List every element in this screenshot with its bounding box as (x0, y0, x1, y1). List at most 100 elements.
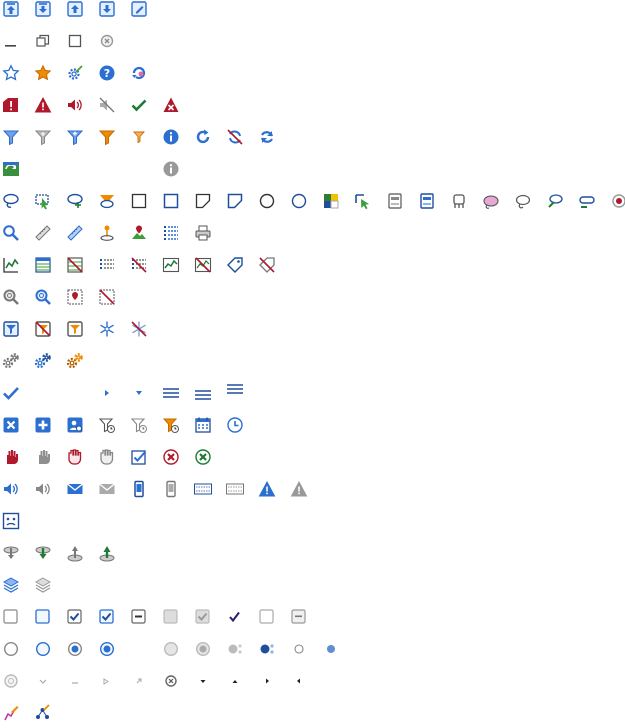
user-square-icon (66, 416, 84, 434)
arrow-down-small-icon (130, 384, 148, 402)
restore-icon (34, 32, 52, 50)
filter-small-icon (130, 128, 148, 146)
arrow-diagonal-tiny-icon (130, 672, 148, 690)
info-icon (162, 128, 180, 146)
lasso-orange-icon (98, 192, 116, 210)
caret-left-icon (290, 672, 308, 690)
radio-hover-icon (34, 640, 52, 658)
sound-off-icon (98, 96, 116, 114)
info-gray-icon (162, 160, 180, 178)
lasso-green-icon (546, 192, 564, 210)
checkbox-indeterminate-gray-icon (290, 608, 308, 626)
edit-chart-pink-icon (2, 704, 20, 722)
star-outline-icon (2, 64, 20, 82)
snowflake-icon (98, 320, 116, 338)
zoom-blue-icon (34, 288, 52, 306)
error-icon (162, 96, 180, 114)
checkmark-blue-icon (2, 384, 20, 402)
layers-blue-icon (2, 576, 20, 594)
download-icon (98, 0, 116, 18)
lasso-icon (2, 192, 20, 210)
square-icon (130, 192, 148, 210)
close-circle-small-icon (162, 672, 180, 690)
filter-gray-icon (34, 128, 52, 146)
check-icon (130, 96, 148, 114)
filter-orange-icon (98, 128, 116, 146)
close-square-icon (2, 416, 20, 434)
phone-gray-icon (162, 480, 180, 498)
clear-circle-icon (2, 672, 20, 690)
mail-gray-icon (98, 480, 116, 498)
filter-clock-icon (98, 416, 116, 434)
layers-gray-icon (34, 576, 52, 594)
check-purple-icon (226, 608, 244, 626)
warning-icon (34, 96, 52, 114)
dash-tiny-icon (66, 672, 84, 690)
chart-line-icon (2, 256, 20, 274)
upload-top-icon (2, 0, 20, 18)
cancel-red-icon (162, 448, 180, 466)
refresh-ink-icon (130, 64, 148, 82)
dots-gray-icon (226, 640, 244, 658)
hand-red-outline-icon (66, 448, 84, 466)
refresh-icon (258, 128, 276, 146)
calendar-icon (194, 416, 212, 434)
filter-box-off-icon (34, 320, 52, 338)
close-gray-icon (98, 32, 116, 50)
dot-blue-icon (322, 640, 340, 658)
arrow-right-small-icon (98, 384, 116, 402)
menu-lines-low-icon (194, 384, 212, 402)
checkbox-disabled-checked-icon (194, 608, 212, 626)
arrow-right-tiny-icon (98, 672, 116, 690)
table-icon (34, 256, 52, 274)
gears-orange-icon (66, 352, 84, 370)
checkbox-indeterminate-icon (130, 608, 148, 626)
gears-icon (2, 352, 20, 370)
checkbox-empty-icon (2, 608, 20, 626)
cancel-green-icon (194, 448, 212, 466)
hand-gray-outline-icon (98, 448, 116, 466)
maximize-icon (66, 32, 84, 50)
select-pointer-icon (354, 192, 372, 210)
radio-empty-icon (2, 640, 20, 658)
square-blue-icon (162, 192, 180, 210)
plus-square-icon (34, 416, 52, 434)
radio-disabled-icon (162, 640, 180, 658)
map-color-icon (322, 192, 340, 210)
cloud-pink-icon (482, 192, 500, 210)
pin-up-green-icon (98, 544, 116, 562)
list-icon (162, 224, 180, 242)
lasso-plus-icon (66, 192, 84, 210)
pin-down-gray-icon (2, 544, 20, 562)
list-off-icon (130, 256, 148, 274)
caret-down-icon (194, 672, 212, 690)
tag-off-icon (258, 256, 276, 274)
polygon-icon (194, 192, 212, 210)
chart-off-icon (194, 256, 212, 274)
alert-blue-icon (194, 480, 212, 498)
chevron-down-tiny-icon (34, 672, 52, 690)
checkbox-disabled-icon (162, 608, 180, 626)
caret-up-icon (226, 672, 244, 690)
alert-gray-icon (226, 480, 244, 498)
circle-icon (258, 192, 276, 210)
svg-text:?: ? (104, 67, 110, 80)
edit-form-icon (130, 0, 148, 18)
pin-person-icon (98, 224, 116, 242)
update-icon (2, 160, 20, 178)
checkbox-checked-hover-icon (98, 608, 116, 626)
pin-up-gray-icon (66, 544, 84, 562)
chart-frame-icon (162, 256, 180, 274)
ruler-icon (34, 224, 52, 242)
sound-on-icon (66, 96, 84, 114)
filter-icon (2, 128, 20, 146)
pin-down-green-icon (34, 544, 52, 562)
filter-box-icon (2, 320, 20, 338)
polygon-blue-icon (226, 192, 244, 210)
edit-network-icon (34, 704, 52, 722)
gears-blue-icon (34, 352, 52, 370)
close-red-icon (610, 192, 625, 210)
lasso-line-icon (578, 192, 596, 210)
radio-small-icon (290, 640, 308, 658)
